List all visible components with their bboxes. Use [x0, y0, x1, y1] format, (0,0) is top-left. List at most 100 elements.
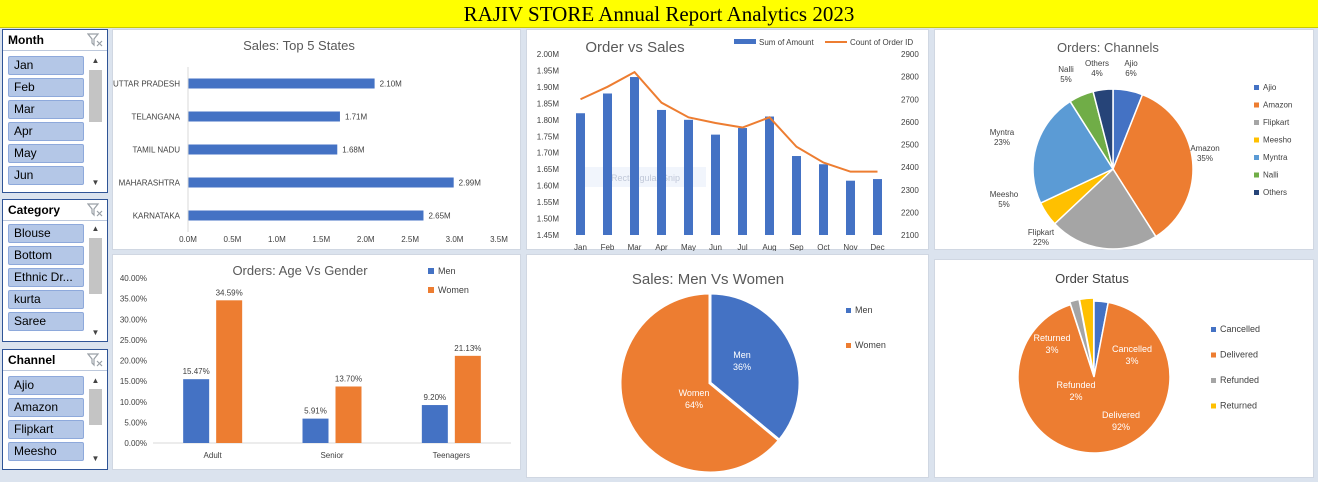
data-label: 6% — [1125, 69, 1137, 78]
slicer-item-kurta[interactable]: kurta — [8, 290, 84, 309]
chart-title: Order Status — [1055, 271, 1129, 286]
y-tick-label: TAMIL NADU — [132, 146, 180, 155]
slicer-item-flipkart[interactable]: Flipkart — [8, 420, 84, 439]
bar-telangana — [188, 111, 340, 122]
slicer-item-may[interactable]: May — [8, 144, 84, 163]
data-label: Flipkart — [1028, 228, 1055, 237]
y-tick-label-right: 2400 — [901, 163, 919, 172]
states-bar-chart: Sales: Top 5 States UTTAR PRADESH 2.10M TEL… — [113, 38, 508, 244]
slicer-item-feb[interactable]: Feb — [8, 78, 84, 97]
order-vs-sales-panel[interactable]: Order vs Sales Sum of Amount Count of Orde… — [526, 29, 929, 251]
x-tick-label: Aug — [762, 243, 776, 251]
slice-returned — [1078, 297, 1095, 375]
legend-label: Men — [855, 305, 873, 315]
scroll-down-icon[interactable]: ▼ — [91, 454, 100, 463]
legend-swatch-cancelled — [1211, 327, 1216, 332]
data-label: 4% — [1091, 69, 1103, 78]
legend-swatch-others — [1254, 190, 1259, 195]
channels-pie-chart: Orders: ChannelsAjio6%Amazon35%Flipkart2… — [990, 40, 1292, 250]
legend-swatch-returned — [1211, 403, 1216, 409]
legend-label: Delivered — [1220, 350, 1258, 360]
bar-adult-men — [183, 379, 210, 443]
clear-filter-icon[interactable] — [87, 353, 103, 367]
slicer-item-ajio[interactable]: Ajio — [8, 376, 84, 395]
slicer-scrollbar[interactable]: ▲ ▼ — [88, 56, 103, 188]
x-tick-label: 2.0M — [357, 235, 375, 244]
data-label: 2.65M — [428, 212, 451, 221]
y-tick-label: 25.00% — [120, 336, 147, 345]
x-tick-label: Oct — [817, 243, 830, 251]
slicer-scrollbar[interactable]: ▲ ▼ — [88, 224, 103, 338]
data-label: 2.10M — [380, 80, 403, 89]
scroll-up-icon[interactable]: ▲ — [91, 56, 100, 65]
slicer-item-jan[interactable]: Jan — [8, 56, 84, 75]
slicer-item-amazon[interactable]: Amazon — [8, 398, 84, 417]
dashboard-title: RAJIV STORE Annual Report Analytics 2023 — [0, 0, 1318, 28]
order-status-pie-chart: Order Status Cancelled 3% Delivered 92% Refun… — [1017, 271, 1260, 454]
data-label: 22% — [1033, 238, 1049, 247]
x-tick-label: Senior — [320, 451, 343, 460]
slicer-item-mar[interactable]: Mar — [8, 100, 84, 119]
data-label: 64% — [685, 400, 703, 410]
legend-swatch-flipkart — [1254, 120, 1259, 125]
category-slicer[interactable]: Category Blouse Bottom Ethnic Dr... kurt… — [2, 199, 108, 342]
legend-swatch-meesho — [1254, 137, 1259, 143]
slicer-scrollbar[interactable]: ▲ ▼ — [88, 376, 103, 464]
clear-filter-icon[interactable] — [87, 203, 103, 217]
data-label: 92% — [1112, 422, 1130, 432]
bar-oct — [819, 164, 828, 235]
chart-title: Sales: Top 5 States — [243, 38, 355, 53]
data-label: 5.91% — [304, 407, 327, 416]
order-status-panel[interactable]: Order Status Cancelled 3% Delivered 92% Refun… — [934, 259, 1314, 478]
data-label: 3% — [1125, 356, 1138, 366]
month-slicer[interactable]: Month Jan Feb Mar Apr May Jun ▲ ▼ — [2, 29, 108, 193]
y-tick-label-left: 1.95M — [537, 66, 560, 75]
data-label: 13.70% — [335, 374, 362, 383]
bar-maharashtra — [188, 177, 454, 188]
scroll-up-icon[interactable]: ▲ — [91, 376, 100, 385]
scroll-down-icon[interactable]: ▼ — [91, 178, 100, 187]
scroll-thumb[interactable] — [89, 389, 102, 425]
x-tick-label: Dec — [870, 243, 884, 251]
y-tick-label: KARNATAKA — [133, 212, 181, 221]
age-gender-panel[interactable]: Orders: Age Vs Gender Men Women 0.00% 5.00% 1… — [112, 254, 521, 470]
slicer-item-meesho[interactable]: Meesho — [8, 442, 84, 461]
legend-label: Flipkart — [1263, 118, 1290, 127]
scroll-thumb[interactable] — [89, 70, 102, 122]
slicer-item-blouse[interactable]: Blouse — [8, 224, 84, 243]
age-gender-bar-chart: Orders: Age Vs Gender Men Women 0.00% 5.00% 1… — [120, 263, 511, 460]
x-tick-label: Teenagers — [433, 451, 470, 460]
slicer-item-bottom[interactable]: Bottom — [8, 246, 84, 265]
slice-others — [1092, 88, 1114, 170]
clear-filter-icon[interactable] — [87, 33, 103, 47]
watermark-box — [584, 167, 706, 187]
scroll-up-icon[interactable]: ▲ — [91, 224, 100, 233]
chart-title: Orders: Age Vs Gender — [232, 263, 368, 278]
states-chart-panel[interactable]: Sales: Top 5 States UTTAR PRADESH 2.10M TEL… — [112, 29, 521, 250]
chart-title: Order vs Sales — [585, 39, 684, 56]
bar-aug — [765, 116, 774, 235]
x-tick-label: Feb — [601, 243, 615, 251]
men-women-panel[interactable]: Sales: Men Vs Women Men 36% Women 64% Men Wome… — [526, 254, 929, 478]
data-label: Refunded — [1056, 380, 1095, 390]
y-tick-label-right: 2900 — [901, 50, 919, 59]
scroll-thumb[interactable] — [89, 238, 102, 294]
channels-chart-panel[interactable]: Orders: Channels Ajio 6% Amazon 35% Flipkart 2… — [934, 29, 1314, 250]
slicer-item-jun[interactable]: Jun — [8, 166, 84, 185]
data-label: 1.68M — [342, 146, 365, 155]
slicer-header: Channel — [3, 350, 107, 371]
slicer-item-ethnic-dress[interactable]: Ethnic Dr... — [8, 268, 84, 287]
scroll-down-icon[interactable]: ▼ — [91, 328, 100, 337]
y-tick-label: MAHARASHTRA — [119, 179, 181, 188]
y-tick-label-right: 2100 — [901, 231, 919, 240]
x-tick-label: 3.5M — [490, 235, 508, 244]
bar-jul — [738, 128, 747, 235]
channel-slicer[interactable]: Channel Ajio Amazon Flipkart Meesho ▲ ▼ — [2, 349, 108, 470]
slicer-item-apr[interactable]: Apr — [8, 122, 84, 141]
slicer-title: Month — [8, 33, 44, 47]
slicer-item-saree[interactable]: Saree — [8, 312, 84, 331]
slicer-header: Month — [3, 30, 107, 51]
legend-swatch-women — [428, 287, 434, 293]
legend-swatch-amount — [734, 39, 756, 44]
slicer-title: Channel — [8, 353, 56, 367]
